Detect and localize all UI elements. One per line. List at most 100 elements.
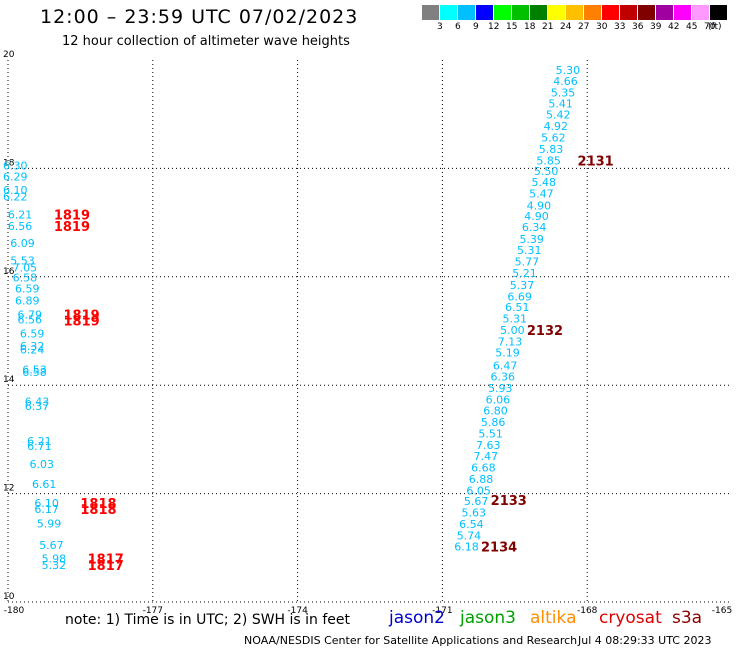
y-tick-label: 14 — [3, 375, 15, 385]
wave-height-value: 5.42 — [546, 109, 571, 122]
wave-height-value: 6.68 — [471, 462, 496, 475]
wave-height-value: 5.47 — [529, 187, 554, 200]
wave-height-value: 6.47 — [493, 360, 518, 373]
wave-height-value: 6.21 — [27, 435, 52, 448]
wave-height-value: 6.36 — [490, 371, 515, 384]
wave-height-value: 6.06 — [486, 393, 511, 406]
wave-height-value: 6.29 — [3, 171, 28, 184]
wave-height-value: 6.17 — [34, 503, 59, 516]
pass-time-label: 2132 — [527, 324, 563, 339]
wave-height-value: 5.31 — [503, 313, 528, 326]
wave-height-value: 6.53 — [22, 363, 47, 376]
wave-height-value: 5.19 — [495, 347, 520, 360]
y-tick-label: 10 — [3, 592, 15, 602]
wave-height-value: 6.56 — [8, 220, 33, 233]
pass-time-label: 1819 — [64, 309, 100, 324]
wave-height-value: 6.37 — [25, 400, 50, 413]
wave-height-value: 6.88 — [469, 473, 494, 486]
legend-swatch — [530, 5, 547, 20]
pass-time-label: 2134 — [481, 541, 517, 556]
wave-height-value: 5.30 — [556, 64, 581, 77]
wave-height-value: 6.18 — [454, 541, 479, 554]
legend-swatch — [692, 5, 709, 20]
legend-swatch — [548, 5, 565, 20]
wave-height-value: 5.37 — [510, 279, 535, 292]
chart-subtitle: 12 hour collection of altimeter wave hei… — [62, 34, 350, 49]
wave-height-value: 5.51 — [478, 427, 503, 440]
wave-height-value: 6.32 — [20, 340, 45, 353]
wave-height-value: 6.71 — [27, 440, 52, 453]
wave-height-value: 5.67 — [464, 495, 489, 508]
legend-label: 45 — [686, 22, 698, 32]
legend-label: 39 — [650, 22, 662, 32]
wave-height-value: 6.58 — [22, 366, 47, 379]
wave-height-value: 7.13 — [498, 335, 523, 348]
legend-label: 27 — [578, 22, 590, 32]
wave-height-value: 6.09 — [10, 237, 35, 250]
wave-height-value: 6.59 — [20, 328, 45, 341]
wave-height-value: 6.24 — [20, 343, 45, 356]
legend-label: 42 — [668, 22, 680, 32]
legend-swatch — [422, 5, 439, 20]
wave-height-value: 5.74 — [457, 529, 482, 542]
y-tick-label: 20 — [3, 50, 15, 60]
wave-height-value: 6.54 — [459, 518, 484, 531]
wave-height-value: 5.83 — [539, 143, 564, 156]
wave-height-value: 6.10 — [34, 497, 59, 510]
wave-height-value: 5.99 — [37, 517, 62, 530]
wave-height-value: 6.61 — [32, 478, 57, 491]
wave-height-value: 5.00 — [500, 324, 525, 337]
legend-swatch — [638, 5, 655, 20]
wave-height-value: 5.32 — [42, 559, 67, 572]
y-tick-label: 12 — [3, 484, 14, 494]
wave-height-value: 4.90 — [527, 199, 552, 212]
wave-height-value: 5.98 — [42, 553, 67, 566]
legend-label: 33 — [614, 22, 626, 32]
pass-time-label: 2131 — [578, 154, 614, 169]
legend-swatch — [476, 5, 493, 20]
y-tick-label: 16 — [3, 267, 15, 277]
pass-time-label: 1819 — [54, 220, 90, 235]
pass-time-label: 1818 — [80, 503, 116, 518]
legend-swatch — [602, 5, 619, 20]
satellite-cryosat: cryosat — [599, 608, 662, 628]
legend-label: 30 — [596, 22, 608, 32]
legend-swatch — [620, 5, 637, 20]
legend-swatch — [584, 5, 601, 20]
wave-height-value: 4.92 — [544, 120, 569, 133]
wave-height-value: 6.69 — [507, 290, 532, 303]
legend-label: 9 — [473, 22, 479, 32]
wave-height-value: 6.80 — [483, 405, 508, 418]
wave-height-value: 6.79 — [17, 309, 42, 322]
y-tick-label: 18 — [3, 158, 15, 168]
legend-swatch — [512, 5, 529, 20]
pass-time-label: 1817 — [88, 559, 124, 574]
wave-height-value: 7.63 — [476, 439, 501, 452]
wave-height-value: 4.90 — [524, 210, 549, 223]
wave-height-value: 5.63 — [462, 507, 487, 520]
pass-time-label: 1818 — [80, 497, 116, 512]
wave-height-value: 5.21 — [512, 267, 537, 280]
wave-height-value: 6.56 — [17, 314, 42, 327]
credit-text: NOAA/NESDIS Center for Satellite Applica… — [244, 634, 578, 647]
pass-time-label: 1819 — [64, 315, 100, 330]
wave-height-value: 6.22 — [3, 191, 28, 204]
wave-height-value: 6.43 — [25, 395, 50, 408]
units-note: note: 1) Time is in UTC; 2) SWH is in fe… — [65, 612, 351, 628]
legend-label: 70 — [704, 22, 716, 32]
wave-height-value: 5.85 — [536, 154, 561, 167]
wave-height-value: 5.53 — [10, 255, 35, 268]
wave-height-value: 6.21 — [8, 208, 33, 221]
pass-time-label: 2133 — [491, 494, 527, 509]
wave-height-value: 5.77 — [515, 256, 540, 269]
wave-height-value: 5.48 — [532, 176, 557, 189]
wave-height-value: 6.30 — [3, 160, 28, 173]
wave-height-value: 6.89 — [15, 295, 40, 308]
wave-height-value: 4.66 — [553, 75, 578, 88]
x-tick-label: -174 — [287, 606, 308, 616]
satellite-jason3: jason3 — [460, 608, 516, 628]
legend-swatch — [656, 5, 673, 20]
chart-title: 12:00 – 23:59 UTC 07/02/2023 — [40, 6, 359, 28]
